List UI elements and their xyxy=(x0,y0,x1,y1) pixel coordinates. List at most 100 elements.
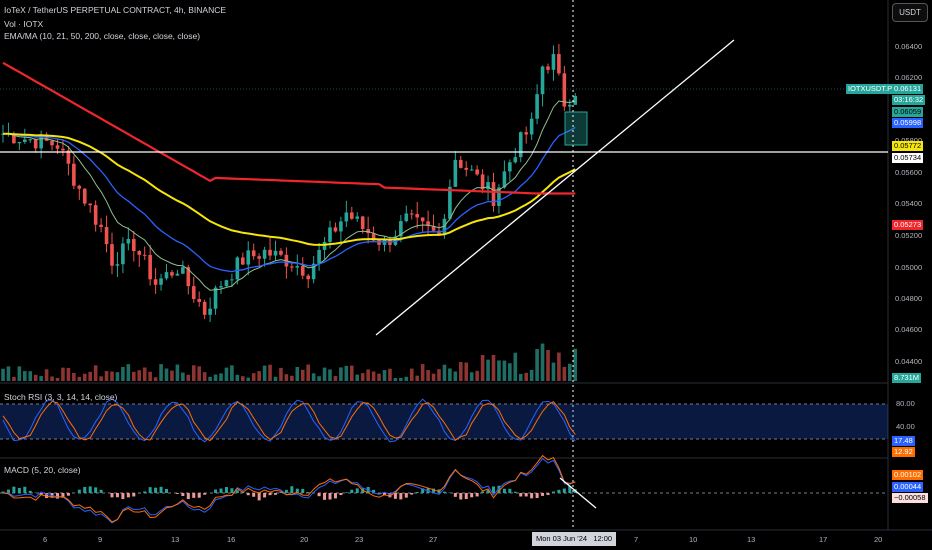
macd-histogram-bar xyxy=(274,493,277,495)
volume-bar xyxy=(137,370,142,381)
macd-histogram-bar xyxy=(475,493,479,497)
macd-line-tag: 0.00044 xyxy=(892,482,924,492)
stoch-rsi-pane xyxy=(0,398,888,443)
candle-body xyxy=(469,169,474,171)
macd-histogram-bar xyxy=(284,489,288,493)
macd-histogram-bar xyxy=(12,486,16,493)
macd-histogram-bar xyxy=(214,489,218,493)
candle-body xyxy=(442,218,447,235)
macd-histogram-bar xyxy=(541,493,545,496)
macd-histogram-bar xyxy=(99,489,103,493)
candle-body xyxy=(126,238,131,244)
volume-bar xyxy=(497,360,501,381)
candle-body xyxy=(431,226,436,231)
candle-body xyxy=(99,224,103,227)
volume-bar xyxy=(126,364,131,381)
candle-body xyxy=(404,213,409,222)
price-tick: 0.06200 xyxy=(895,73,923,82)
macd-histogram-bar xyxy=(56,493,59,499)
volume-bar xyxy=(110,371,114,381)
candle-body xyxy=(311,263,316,280)
volume-bar xyxy=(568,363,572,381)
macd-histogram-bar xyxy=(295,488,299,493)
volume-bar xyxy=(540,343,545,381)
macd-histogram-bar xyxy=(17,487,21,493)
volume-bar xyxy=(115,372,120,381)
volume-bar xyxy=(322,367,327,381)
candle-body xyxy=(142,254,147,256)
volume-bar xyxy=(55,377,60,381)
candle-body xyxy=(377,240,381,245)
candle-body xyxy=(164,272,169,279)
volume-bar xyxy=(371,371,376,381)
candle-body xyxy=(448,186,452,219)
candle-body xyxy=(170,272,174,276)
price-tick: 0.05600 xyxy=(895,168,923,177)
candle-body xyxy=(480,174,485,190)
stoch-k-tag: 17.48 xyxy=(892,436,915,446)
macd-histogram-bar xyxy=(143,491,147,493)
macd-histogram-bar xyxy=(175,493,179,494)
volume-bar xyxy=(562,366,567,381)
volume-bar xyxy=(257,371,261,381)
volume-bar xyxy=(415,375,419,381)
macd-histogram-bar xyxy=(453,493,457,497)
candle-body xyxy=(115,264,120,266)
volume-bar xyxy=(448,368,452,381)
macd-histogram-bar xyxy=(557,489,561,493)
macd-histogram-bar xyxy=(344,492,348,493)
candle-body xyxy=(459,159,463,168)
macd-pane xyxy=(0,454,888,524)
candle-body xyxy=(573,96,578,105)
price-tick: 0.05200 xyxy=(895,231,923,240)
macd-histogram-bar xyxy=(148,487,152,493)
candle-body xyxy=(224,280,229,287)
volume-bar xyxy=(529,369,534,381)
volume-bar xyxy=(333,376,338,381)
candle-body xyxy=(502,171,507,188)
candle-body xyxy=(453,159,458,187)
volume-bar xyxy=(459,361,463,381)
macd-legend: MACD (5, 20, close) xyxy=(4,465,81,475)
price-tick: 0.04800 xyxy=(895,294,923,303)
candle-body xyxy=(186,267,191,287)
macd-histogram-bar xyxy=(421,488,425,493)
candle-body xyxy=(191,286,196,300)
volume-bar xyxy=(366,369,370,381)
macd-histogram-bar xyxy=(301,488,305,493)
macd-histogram-bar xyxy=(252,493,256,497)
macd-histogram-bar xyxy=(328,493,332,500)
volume-bar xyxy=(431,373,436,381)
time-tick: 9 xyxy=(98,535,103,544)
candle-body xyxy=(104,226,109,245)
ma200-line xyxy=(2,61,576,195)
candle-body xyxy=(529,118,534,135)
currency-button[interactable]: USDT xyxy=(892,3,928,22)
ema10-line xyxy=(3,100,576,291)
macd-histogram-bar xyxy=(513,491,517,493)
macd-histogram-bar xyxy=(323,493,327,500)
macd-histogram-bar xyxy=(126,493,130,498)
macd-histogram-bar xyxy=(519,493,523,497)
volume-bar xyxy=(437,369,441,381)
volume-bar xyxy=(66,367,71,381)
candle-body xyxy=(66,150,71,164)
volume-bar xyxy=(339,367,343,381)
macd-histogram-bar xyxy=(224,487,228,493)
candle-body xyxy=(246,250,251,265)
volume-bar xyxy=(491,354,496,381)
candle-body xyxy=(28,139,33,141)
volume-bar xyxy=(273,376,278,381)
volume-bar xyxy=(61,367,65,381)
candle-body xyxy=(491,182,496,206)
macd-histogram-bar xyxy=(219,488,223,493)
candle-body xyxy=(33,139,38,149)
candle-body xyxy=(208,308,212,315)
time-tick: 13 xyxy=(747,535,756,544)
macd-histogram-bar xyxy=(306,491,310,493)
candle-body xyxy=(475,169,479,175)
volume-bar xyxy=(208,376,212,381)
macd-histogram-bar xyxy=(110,493,114,498)
candle-body xyxy=(524,132,528,135)
